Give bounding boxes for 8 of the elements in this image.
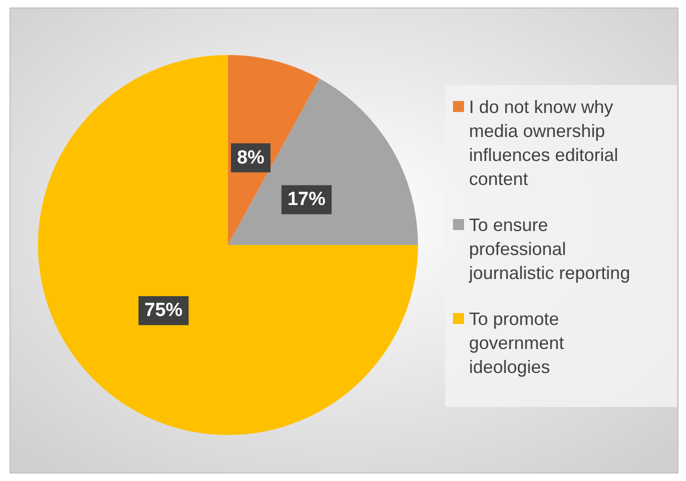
- pie-slice: [228, 78, 418, 245]
- data-label: 75%: [144, 300, 183, 322]
- legend-label: I do not know why media ownership influences editorial content: [469, 97, 618, 189]
- data-label: 8%: [236, 147, 265, 168]
- pie-slice: [38, 55, 418, 435]
- legend-label: To promote government ideologies: [469, 309, 564, 377]
- legend-label: To ensure professional journalistic reporting: [468, 215, 630, 283]
- data-label: 17%: [287, 189, 326, 210]
